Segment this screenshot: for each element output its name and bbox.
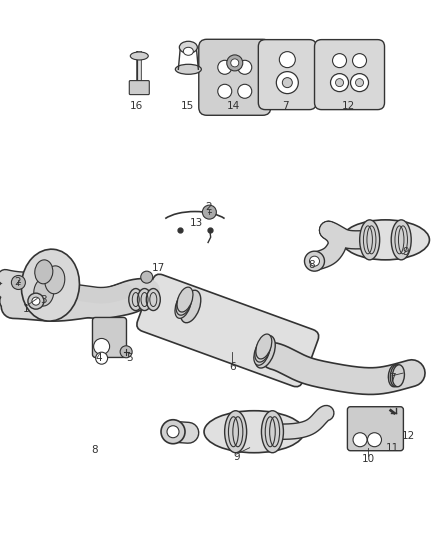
Text: 15: 15	[181, 101, 194, 110]
Ellipse shape	[175, 294, 191, 318]
Text: 7: 7	[389, 374, 396, 383]
Circle shape	[238, 84, 252, 98]
FancyBboxPatch shape	[347, 407, 403, 451]
Ellipse shape	[146, 288, 160, 311]
Circle shape	[304, 251, 325, 271]
Circle shape	[202, 205, 216, 219]
Circle shape	[356, 79, 364, 87]
Text: 14: 14	[227, 101, 240, 110]
Text: 8: 8	[308, 261, 315, 270]
Ellipse shape	[130, 52, 148, 60]
Ellipse shape	[34, 278, 54, 306]
Text: 7: 7	[282, 101, 289, 110]
Circle shape	[353, 433, 367, 447]
FancyBboxPatch shape	[199, 39, 271, 115]
Ellipse shape	[261, 411, 283, 453]
Ellipse shape	[204, 411, 304, 453]
Ellipse shape	[129, 288, 143, 311]
Ellipse shape	[342, 220, 429, 260]
Circle shape	[231, 59, 239, 67]
Circle shape	[276, 71, 298, 94]
Ellipse shape	[256, 334, 272, 359]
Circle shape	[120, 346, 132, 358]
Ellipse shape	[391, 220, 411, 260]
Circle shape	[95, 352, 108, 364]
Ellipse shape	[392, 365, 404, 387]
Text: 13: 13	[190, 218, 203, 228]
Circle shape	[353, 54, 367, 68]
Ellipse shape	[255, 337, 271, 362]
Circle shape	[283, 78, 292, 87]
Text: 6: 6	[229, 362, 236, 372]
Circle shape	[161, 419, 185, 444]
Circle shape	[332, 54, 346, 68]
Text: 12: 12	[402, 431, 415, 441]
Ellipse shape	[360, 220, 380, 260]
Circle shape	[367, 433, 381, 447]
Circle shape	[94, 338, 110, 354]
Ellipse shape	[175, 64, 201, 74]
Text: 8: 8	[91, 446, 98, 455]
Ellipse shape	[389, 365, 400, 387]
FancyBboxPatch shape	[137, 274, 319, 387]
Circle shape	[350, 74, 368, 92]
Circle shape	[218, 84, 232, 98]
Text: 5: 5	[126, 353, 133, 363]
Text: 2: 2	[14, 278, 21, 287]
FancyBboxPatch shape	[129, 80, 149, 95]
Ellipse shape	[179, 41, 198, 53]
Circle shape	[310, 256, 319, 266]
Circle shape	[32, 297, 40, 305]
Ellipse shape	[45, 266, 65, 294]
Circle shape	[238, 60, 252, 74]
Text: 17: 17	[152, 263, 165, 273]
Ellipse shape	[177, 287, 193, 312]
Circle shape	[11, 276, 25, 289]
Circle shape	[336, 79, 343, 87]
Circle shape	[279, 52, 295, 68]
Circle shape	[218, 60, 232, 74]
Ellipse shape	[21, 249, 79, 321]
Text: 2: 2	[205, 202, 212, 212]
Text: 11: 11	[386, 443, 399, 453]
Text: 16: 16	[130, 101, 143, 110]
Circle shape	[331, 74, 349, 92]
Ellipse shape	[35, 260, 53, 284]
Text: 12: 12	[342, 101, 355, 110]
Text: 9: 9	[403, 247, 410, 256]
Circle shape	[227, 55, 243, 71]
Text: 4: 4	[95, 353, 102, 363]
Text: 10: 10	[361, 455, 374, 464]
Ellipse shape	[138, 288, 152, 311]
Ellipse shape	[180, 290, 201, 323]
FancyBboxPatch shape	[258, 39, 316, 110]
Text: 1: 1	[23, 304, 30, 314]
Text: 3: 3	[40, 295, 47, 304]
FancyBboxPatch shape	[92, 318, 127, 358]
Ellipse shape	[254, 341, 270, 365]
Ellipse shape	[176, 290, 192, 315]
Ellipse shape	[225, 411, 247, 453]
Circle shape	[141, 271, 153, 283]
Ellipse shape	[184, 47, 193, 55]
FancyBboxPatch shape	[314, 39, 385, 110]
Ellipse shape	[390, 365, 403, 387]
Circle shape	[28, 293, 44, 309]
Text: 9: 9	[233, 453, 240, 462]
Circle shape	[167, 426, 179, 438]
Ellipse shape	[255, 335, 275, 368]
